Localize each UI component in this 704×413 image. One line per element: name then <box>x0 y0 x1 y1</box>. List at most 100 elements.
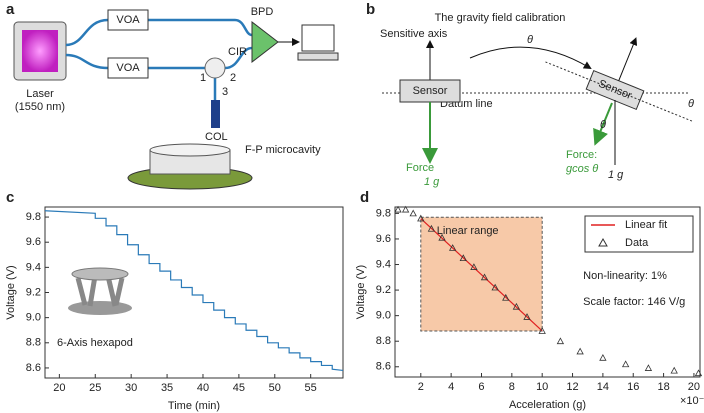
x-tick-label: 20 <box>688 381 700 393</box>
hexapod-legs <box>75 275 125 307</box>
theta: θ <box>688 98 694 110</box>
cavity-top <box>149 143 231 157</box>
axis-arrow <box>618 37 638 81</box>
data-point <box>417 214 425 222</box>
gravity-value: 1 g <box>608 169 624 181</box>
collimator <box>211 100 220 128</box>
force-value: gcos θ <box>566 163 598 175</box>
laser-wavelength: (1550 nm) <box>15 101 65 113</box>
col-label: COL <box>205 131 228 143</box>
x-tick-label: 40 <box>197 382 209 394</box>
panel-b: b The gravity field calibration Datum li… <box>366 1 694 188</box>
diagram-title: The gravity field calibration <box>435 12 566 24</box>
data-point <box>694 369 703 377</box>
port: 2 <box>230 72 236 84</box>
sensor-label: Sensor <box>413 85 448 97</box>
data-point <box>512 302 521 310</box>
y-tick-label: 8.8 <box>376 335 391 347</box>
x-tick-label: 16 <box>627 381 639 393</box>
y-tick-label: 8.6 <box>26 362 41 374</box>
x-tick-label: 6 <box>478 381 484 393</box>
panel-label: b <box>366 1 375 18</box>
panel-label: a <box>6 1 15 18</box>
axis-label: Sensitive axis <box>380 28 448 40</box>
y-axis-label: Voltage (V) <box>355 265 367 319</box>
panel-a: a Laser (1550 nm) VOA VOA CIR 1 2 3 BPD … <box>6 1 339 190</box>
theta: θ <box>527 34 533 46</box>
bpd <box>251 20 279 64</box>
x-tick-label: 18 <box>657 381 669 393</box>
data-point <box>394 205 402 213</box>
y-tick-label: 9.2 <box>26 286 41 298</box>
y-tick-label: 9.4 <box>26 261 41 273</box>
port: 3 <box>222 86 228 98</box>
x-tick-label: 8 <box>509 381 515 393</box>
panel-label: c <box>6 189 14 206</box>
tilted-line <box>545 61 694 123</box>
sensor-tilted: Sensor <box>545 37 694 123</box>
force-label: Force <box>406 162 434 174</box>
annotation: Non-linearity: 1% <box>583 270 667 282</box>
hexapod <box>68 267 132 315</box>
data-line <box>44 210 344 372</box>
data-point <box>409 209 417 217</box>
force-label: Force: <box>566 149 597 161</box>
plot-frame <box>394 206 701 378</box>
data-point <box>670 366 678 374</box>
x-tick-label: 50 <box>269 382 281 394</box>
data-point <box>523 313 531 320</box>
y-tick-label: 8.6 <box>376 361 391 373</box>
y-tick-label: 9.8 <box>26 211 41 223</box>
data-point <box>427 224 436 232</box>
y-tick-label: 9.6 <box>376 233 391 245</box>
data-point <box>644 364 653 371</box>
y-tick-label: 9.8 <box>376 207 391 219</box>
x-tick-label: 25 <box>89 382 101 394</box>
annotation: Scale factor: 146 V/g <box>583 296 685 308</box>
x-tick-label: 45 <box>233 382 245 394</box>
data-point <box>502 293 510 301</box>
y-tick-label: 9.0 <box>376 310 391 322</box>
panel-label: d <box>360 189 369 206</box>
theta: θ <box>600 119 606 131</box>
cavity-label: F-P microcavity <box>245 144 321 156</box>
x-tick-label: 10 <box>536 381 548 393</box>
y-tick-label: 9.0 <box>26 312 41 324</box>
voa-label: VOA <box>116 14 140 26</box>
legend-label: Data <box>625 237 649 249</box>
x-tick-label: 35 <box>161 382 173 394</box>
data-point <box>459 254 467 262</box>
voa-label: VOA <box>116 62 140 74</box>
rotation-arrow <box>469 46 592 70</box>
x-tick-label: 55 <box>305 382 317 394</box>
computer <box>301 24 335 52</box>
laser-label: Laser <box>26 88 54 100</box>
x-axis-label: Acceleration (g) <box>509 399 586 411</box>
x-tick-label: 14 <box>597 381 609 393</box>
x-tick-label: 4 <box>448 381 454 393</box>
keyboard <box>297 52 339 61</box>
voa-box <box>107 9 149 31</box>
data-point <box>480 273 489 281</box>
cir-label: CIR <box>228 46 247 58</box>
data-point <box>621 360 630 368</box>
x-tick-label: 30 <box>125 382 137 394</box>
x-tick-label: 12 <box>566 381 578 393</box>
y-tick-label: 9.2 <box>376 284 391 296</box>
data-point <box>448 244 457 251</box>
shade-label: Linear range <box>437 225 499 237</box>
circulator <box>204 57 226 79</box>
force-value: 1 g <box>424 176 440 188</box>
data-point <box>470 263 478 270</box>
data-point <box>576 347 584 355</box>
legend-swatch <box>598 237 608 247</box>
data-point <box>538 327 546 334</box>
y-tick-label: 8.8 <box>26 337 41 349</box>
legend-label: Linear fit <box>625 219 667 231</box>
laser-glow <box>22 30 58 72</box>
y-tick-label: 9.6 <box>26 236 41 248</box>
fiber <box>65 18 253 102</box>
hexapod-base <box>68 301 132 315</box>
data-point <box>599 353 607 361</box>
